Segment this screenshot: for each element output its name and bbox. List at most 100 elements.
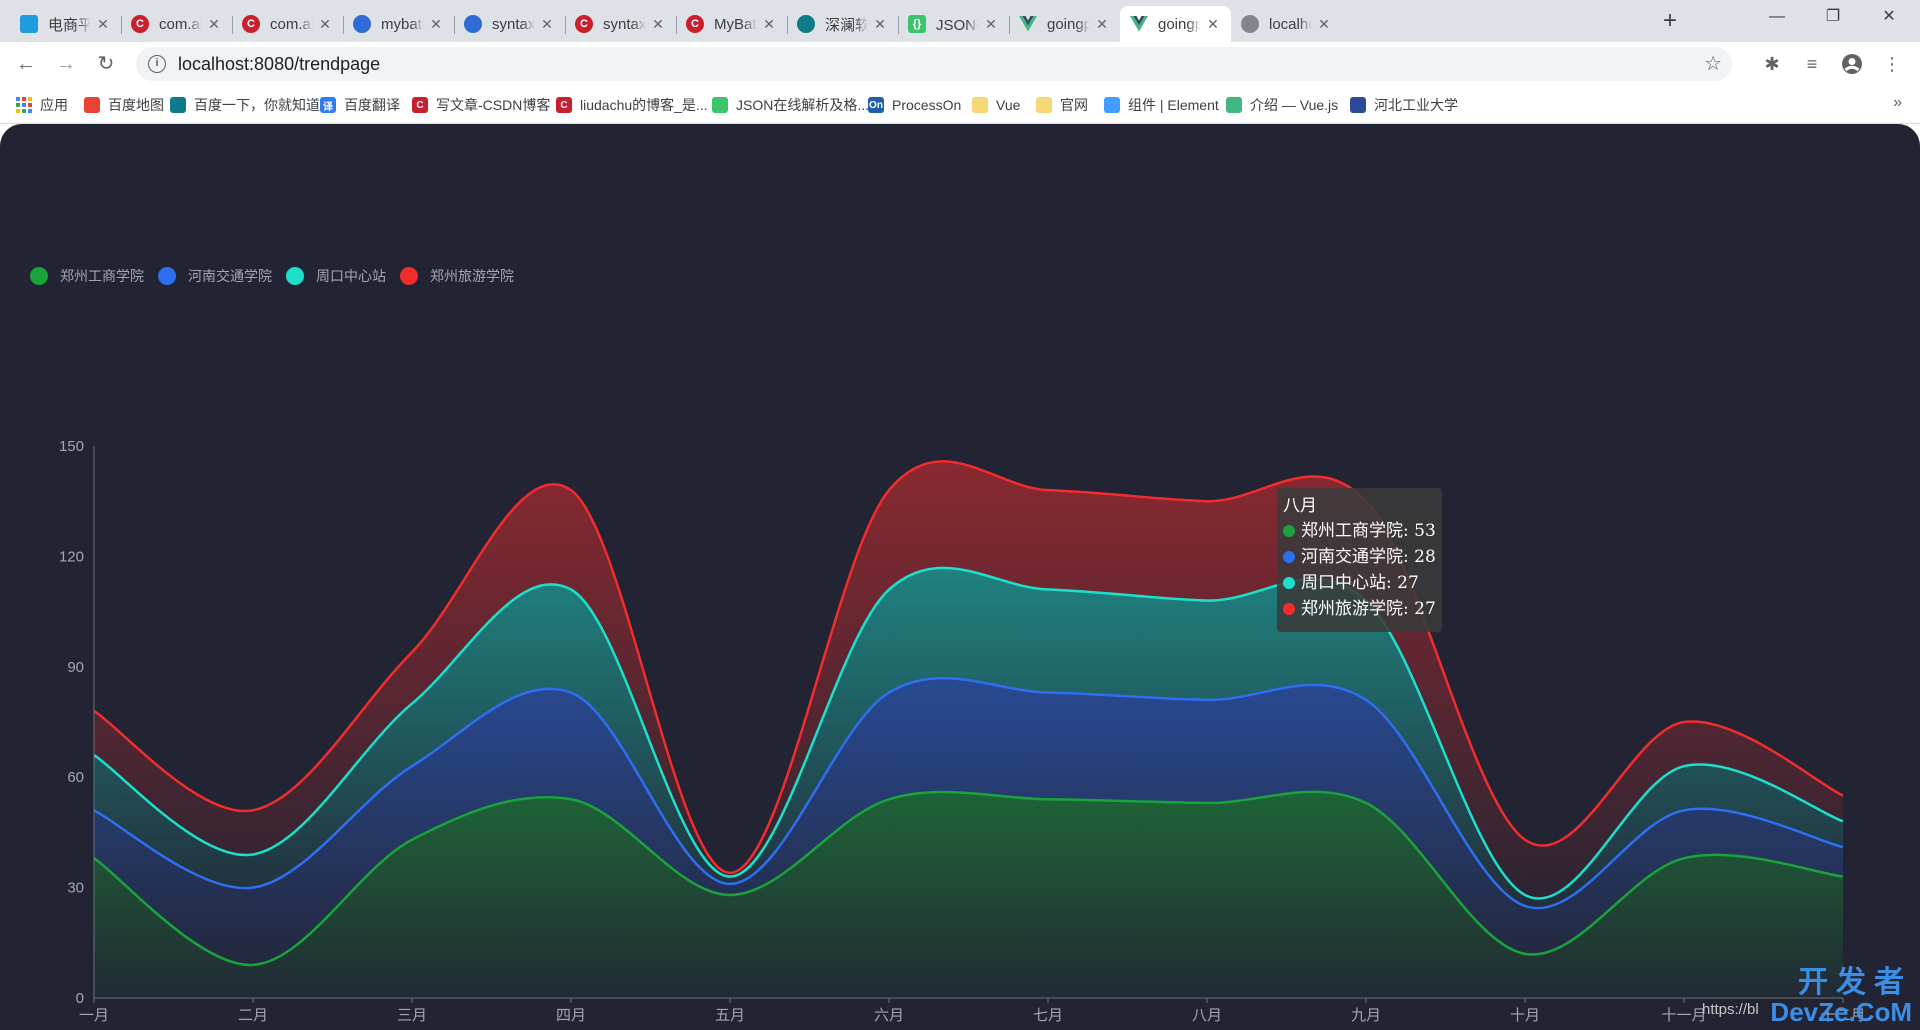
browser-tab[interactable]: {} JSON在 ✕ [898, 6, 1009, 42]
browser-tab[interactable]: C MyBatis ✕ [676, 6, 787, 42]
folder-icon [1036, 97, 1052, 113]
element-icon [1104, 97, 1120, 113]
tab-title: syntax [603, 15, 646, 33]
legend-label: 郑州旅游学院 [430, 268, 514, 284]
tab-title: MyBatis [714, 15, 757, 33]
legend-item[interactable]: 周口中心站 [286, 266, 386, 286]
series-line[interactable] [93, 566, 1844, 900]
legend-item[interactable]: 郑州工商学院 [30, 266, 144, 286]
tab-close-icon[interactable]: ✕ [763, 15, 775, 32]
legend-item[interactable]: 河南交通学院 [158, 266, 272, 286]
back-icon[interactable]: ← [16, 53, 36, 75]
bookmark-label: 应用 [40, 97, 68, 113]
bookmark-star-icon[interactable]: ☆ [1704, 53, 1722, 75]
translate-icon: 译 [320, 97, 336, 113]
legend-dot-icon [158, 267, 176, 285]
tab-close-icon[interactable]: ✕ [1318, 15, 1330, 32]
legend-item[interactable]: 郑州旅游学院 [400, 266, 514, 286]
tab-title: 电商平台 [48, 16, 91, 34]
browser-tab[interactable]: mybatis ✕ [343, 6, 454, 42]
bookmark-label: ProcessOn [892, 97, 962, 113]
browser-tab[interactable]: 深澜软件 ✕ [787, 6, 898, 42]
tab-close-icon[interactable]: ✕ [652, 15, 664, 32]
tab-title: com.ali [270, 15, 313, 33]
globe-icon [1241, 15, 1259, 33]
bookmark-item[interactable]: Vue [972, 95, 1020, 115]
browser-tab[interactable]: syntax ✕ [454, 6, 565, 42]
bookmark-item[interactable]: 百度地图 [84, 95, 164, 115]
more-bookmarks-icon[interactable]: » [1893, 94, 1902, 111]
forward-icon[interactable]: → [56, 53, 76, 75]
y-tick-label: 120 [59, 548, 84, 565]
tab-title: JSON在 [936, 16, 979, 34]
tab-close-icon[interactable]: ✕ [208, 15, 220, 32]
series-line[interactable] [93, 460, 1844, 875]
site-info-icon[interactable]: i [148, 55, 166, 73]
page-content: 0 30 60 90 120 150 一月 二月 三月 四月 五月 六月 七月 八月 九月 十月 十一月 十二月 … [0, 124, 1920, 1030]
tooltip-label: 郑州工商学院: 53 [1301, 521, 1436, 541]
bookmark-item[interactable]: 官网 [1036, 95, 1088, 115]
tab-close-icon[interactable]: ✕ [1096, 15, 1108, 32]
series-area [94, 567, 1843, 909]
tab-close-icon[interactable]: ✕ [874, 15, 886, 32]
bookmark-item[interactable]: 河北工业大学 [1350, 95, 1458, 115]
address-bar[interactable]: i localhost:8080/trendpage ☆ [136, 47, 1732, 81]
browser-tab[interactable]: 电商平台 ✕ [10, 6, 121, 42]
menu-kebab-icon[interactable]: ⋮ [1883, 54, 1901, 74]
apps-icon [16, 97, 32, 113]
tab-close-icon[interactable]: ✕ [1207, 15, 1219, 32]
bookmark-label: JSON在线解析及格... [736, 97, 870, 113]
tab-close-icon[interactable]: ✕ [541, 15, 553, 32]
tooltip-dot-icon [1283, 577, 1295, 589]
tooltip-dot-icon [1283, 603, 1295, 615]
bookmark-item[interactable]: On ProcessOn [868, 95, 961, 115]
bookmark-item[interactable]: JSON在线解析及格... [712, 95, 869, 115]
tooltip-dot-icon [1283, 551, 1295, 563]
tooltip-dot-icon [1283, 525, 1295, 537]
bookmark-item[interactable]: 介绍 — Vue.js [1226, 95, 1338, 115]
bookmark-item[interactable]: C 写文章-CSDN博客 [412, 95, 550, 115]
legend-label: 郑州工商学院 [60, 268, 144, 284]
tab-title: goingp [1158, 15, 1201, 33]
browser-toolbar: ← → ↻ i localhost:8080/trendpage ☆ ✱ ≡ ⋮ [0, 42, 1920, 86]
series-line[interactable] [93, 676, 1844, 910]
bookmark-label: 介绍 — Vue.js [1250, 97, 1339, 113]
tab-close-icon[interactable]: ✕ [430, 15, 442, 32]
reload-icon[interactable]: ↻ [97, 53, 115, 75]
bookmark-item[interactable]: 百度一下，你就知道 [170, 95, 320, 115]
browser-tab[interactable]: localho ✕ [1231, 6, 1342, 42]
browser-tab[interactable]: goingp ✕ [1009, 6, 1120, 42]
browser-tab[interactable]: goingp ✕ [1120, 6, 1231, 42]
tab-close-icon[interactable]: ✕ [319, 15, 331, 32]
x-tick-label: 六月 [874, 1007, 904, 1024]
minimize-icon[interactable]: — [1769, 8, 1785, 25]
profile-icon[interactable] [1836, 48, 1868, 80]
deepblue-icon [170, 97, 186, 113]
tab-close-icon[interactable]: ✕ [985, 15, 997, 32]
bookmark-item[interactable]: 应用 [16, 95, 68, 115]
vue-icon [1019, 15, 1037, 33]
url-text[interactable]: localhost:8080/trendpage [178, 54, 381, 74]
bookmark-label: 写文章-CSDN博客 [436, 97, 551, 113]
tab-title: com.ali [159, 15, 202, 33]
y-tick-label: 150 [59, 438, 84, 455]
bookmark-item[interactable]: 组件 | Element [1104, 95, 1219, 115]
series-line[interactable] [93, 790, 1844, 967]
chart-legend: 郑州工商学院 河南交通学院 周口中心站 郑州旅游学院 [30, 266, 528, 286]
close-window-icon[interactable]: ✕ [1882, 8, 1896, 25]
x-tick-label: 十二月 [1820, 1007, 1865, 1024]
new-tab-button[interactable]: + [1662, 7, 1677, 34]
extensions-icon[interactable]: ✱ [1764, 54, 1780, 74]
bookmark-item[interactable]: 译百度翻译 [320, 95, 400, 115]
tab-close-icon[interactable]: ✕ [97, 15, 109, 32]
watermark-cn: 开发者 [1798, 966, 1912, 999]
reading-list-icon[interactable]: ≡ [1806, 54, 1818, 74]
tooltip-row: 周口中心站: 27 [1283, 570, 1436, 596]
restore-icon[interactable]: ❐ [1825, 8, 1841, 25]
